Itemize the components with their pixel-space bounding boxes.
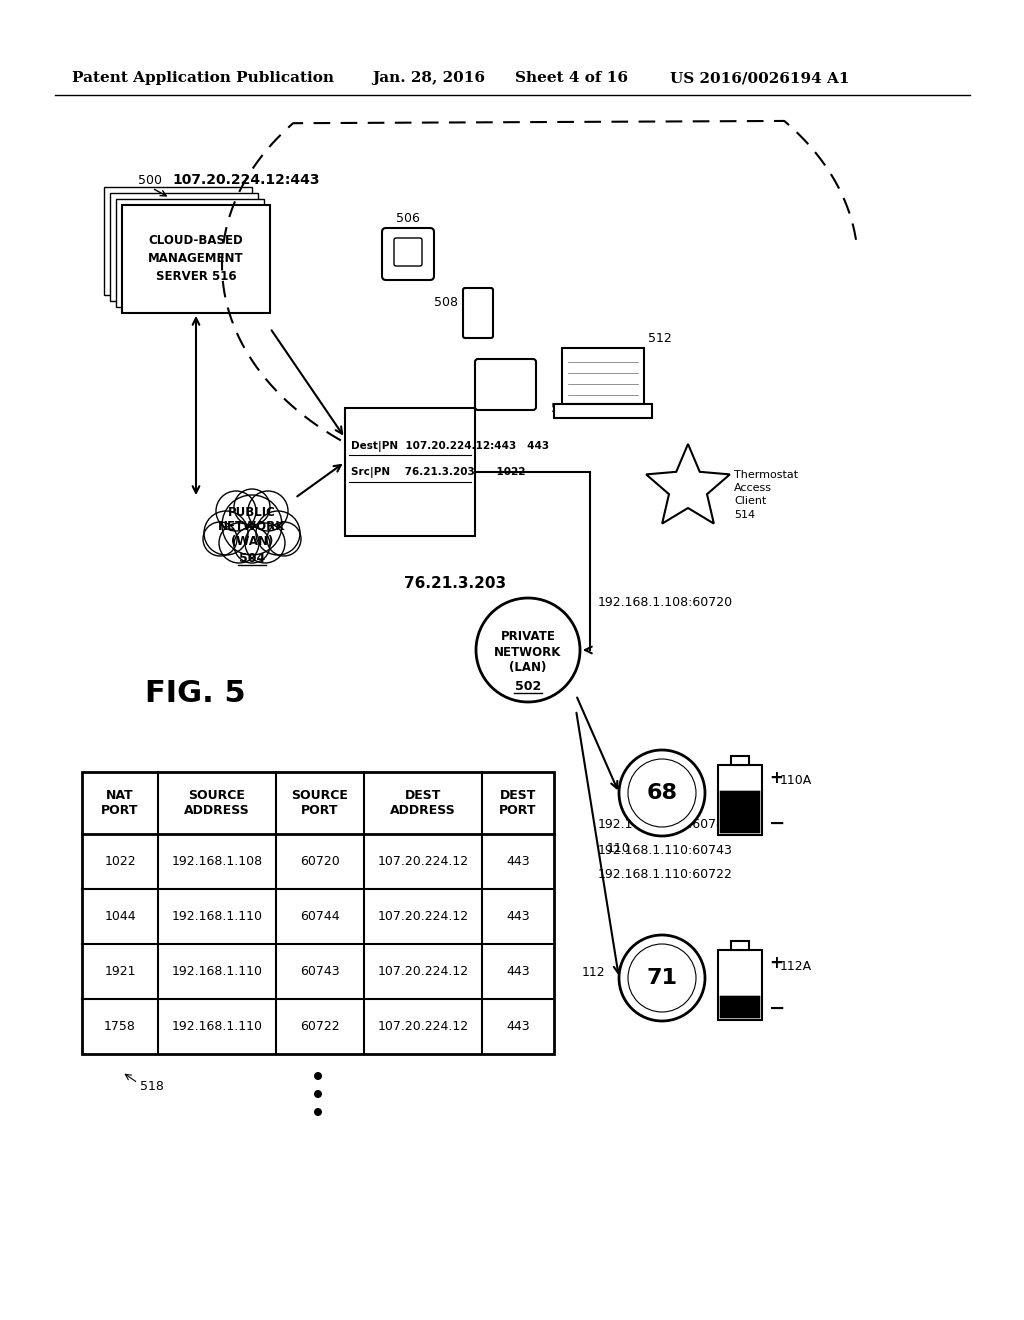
Polygon shape [646, 444, 730, 524]
Circle shape [234, 488, 270, 525]
Text: 107.20.224.12: 107.20.224.12 [378, 909, 469, 923]
FancyBboxPatch shape [562, 348, 644, 404]
Text: 510: 510 [551, 401, 574, 414]
Text: 506: 506 [396, 211, 420, 224]
Text: 443: 443 [506, 965, 529, 978]
FancyBboxPatch shape [720, 791, 760, 833]
Text: 443: 443 [506, 909, 529, 923]
Text: −: − [769, 999, 785, 1018]
Text: 112: 112 [582, 966, 605, 979]
Text: Sheet 4 of 16: Sheet 4 of 16 [515, 71, 628, 84]
Text: 504: 504 [239, 553, 265, 565]
FancyBboxPatch shape [720, 995, 760, 1018]
Text: Jan. 28, 2016: Jan. 28, 2016 [372, 71, 485, 84]
Circle shape [256, 511, 300, 554]
Circle shape [314, 1107, 322, 1115]
Text: 508: 508 [434, 296, 458, 309]
Text: 192.168.1.110: 192.168.1.110 [171, 965, 262, 978]
FancyBboxPatch shape [718, 766, 762, 836]
Text: 192.168.1.108: 192.168.1.108 [171, 855, 262, 869]
FancyBboxPatch shape [554, 404, 652, 418]
Text: PRIVATE
NETWORK
(LAN): PRIVATE NETWORK (LAN) [495, 631, 562, 673]
FancyBboxPatch shape [463, 288, 493, 338]
Circle shape [314, 1090, 322, 1098]
Text: 76.21.3.203: 76.21.3.203 [403, 577, 506, 591]
Text: SOURCE
ADDRESS: SOURCE ADDRESS [184, 789, 250, 817]
Circle shape [314, 1072, 322, 1080]
FancyBboxPatch shape [122, 205, 270, 313]
Circle shape [222, 495, 282, 554]
Text: 518: 518 [140, 1080, 164, 1093]
FancyBboxPatch shape [718, 950, 762, 1020]
Text: 192.168.1.110: 192.168.1.110 [171, 909, 262, 923]
Circle shape [618, 935, 705, 1020]
Circle shape [618, 750, 705, 836]
Text: 110A: 110A [780, 775, 812, 788]
Text: 107.20.224.12: 107.20.224.12 [378, 965, 469, 978]
FancyBboxPatch shape [382, 228, 434, 280]
Text: 192.168.1.110:60722: 192.168.1.110:60722 [598, 869, 733, 882]
Text: +: + [769, 770, 783, 787]
Text: SOURCE
PORT: SOURCE PORT [292, 789, 348, 817]
Circle shape [245, 523, 285, 564]
Text: 512: 512 [648, 331, 672, 345]
Circle shape [219, 523, 259, 564]
FancyBboxPatch shape [110, 193, 258, 301]
Text: 1758: 1758 [104, 1020, 136, 1034]
Circle shape [234, 527, 270, 564]
Circle shape [203, 521, 237, 556]
Text: 500: 500 [138, 173, 162, 186]
Text: 107.20.224.12: 107.20.224.12 [378, 1020, 469, 1034]
FancyBboxPatch shape [116, 199, 264, 308]
FancyBboxPatch shape [731, 756, 749, 766]
Text: 502: 502 [515, 680, 541, 693]
Text: 192.168.1.110: 192.168.1.110 [171, 1020, 262, 1034]
Text: 71: 71 [646, 968, 678, 987]
Circle shape [476, 598, 580, 702]
Text: Dest|PN  107.20.224.12:443   443: Dest|PN 107.20.224.12:443 443 [351, 441, 549, 451]
Circle shape [267, 521, 301, 556]
Text: CLOUD-BASED
MANAGEMENT
SERVER 516: CLOUD-BASED MANAGEMENT SERVER 516 [148, 235, 244, 284]
Text: 192.168.1.110:60743: 192.168.1.110:60743 [598, 843, 733, 857]
Text: 110: 110 [607, 842, 631, 854]
Text: 68: 68 [646, 783, 678, 803]
FancyBboxPatch shape [475, 359, 536, 411]
Text: 107.20.224.12:443: 107.20.224.12:443 [172, 173, 319, 187]
Text: DEST
PORT: DEST PORT [500, 789, 537, 817]
Text: 60722: 60722 [300, 1020, 340, 1034]
Text: US 2016/0026194 A1: US 2016/0026194 A1 [670, 71, 850, 84]
Text: 443: 443 [506, 1020, 529, 1034]
FancyBboxPatch shape [82, 772, 554, 1053]
Text: 107.20.224.12: 107.20.224.12 [378, 855, 469, 869]
Text: 60743: 60743 [300, 965, 340, 978]
Text: 1044: 1044 [104, 909, 136, 923]
Text: DEST
ADDRESS: DEST ADDRESS [390, 789, 456, 817]
FancyBboxPatch shape [345, 408, 475, 536]
Text: 1022: 1022 [104, 855, 136, 869]
FancyBboxPatch shape [394, 238, 422, 267]
Text: 520: 520 [483, 388, 507, 400]
Text: 60720: 60720 [300, 855, 340, 869]
Text: +: + [769, 954, 783, 972]
Circle shape [204, 511, 248, 554]
FancyBboxPatch shape [731, 941, 749, 950]
FancyBboxPatch shape [104, 187, 252, 294]
Text: NAT
PORT: NAT PORT [101, 789, 138, 817]
Text: −: − [769, 814, 785, 833]
Text: Patent Application Publication: Patent Application Publication [72, 71, 334, 84]
Text: 1921: 1921 [104, 965, 136, 978]
Circle shape [216, 491, 256, 531]
Text: 443: 443 [506, 855, 529, 869]
Text: Thermostat
Access
Client
514: Thermostat Access Client 514 [734, 470, 798, 520]
Text: Src|PN    76.21.3.203      1022: Src|PN 76.21.3.203 1022 [351, 467, 525, 479]
Text: 60744: 60744 [300, 909, 340, 923]
Text: 192.168.1.110:60744: 192.168.1.110:60744 [598, 818, 733, 832]
Text: 192.168.1.108:60720: 192.168.1.108:60720 [598, 595, 733, 609]
Text: 112A: 112A [780, 960, 812, 973]
Circle shape [248, 491, 288, 531]
Text: PUBLIC
NETWORK
(WAN): PUBLIC NETWORK (WAN) [218, 506, 286, 549]
Text: FIG. 5: FIG. 5 [145, 678, 246, 708]
